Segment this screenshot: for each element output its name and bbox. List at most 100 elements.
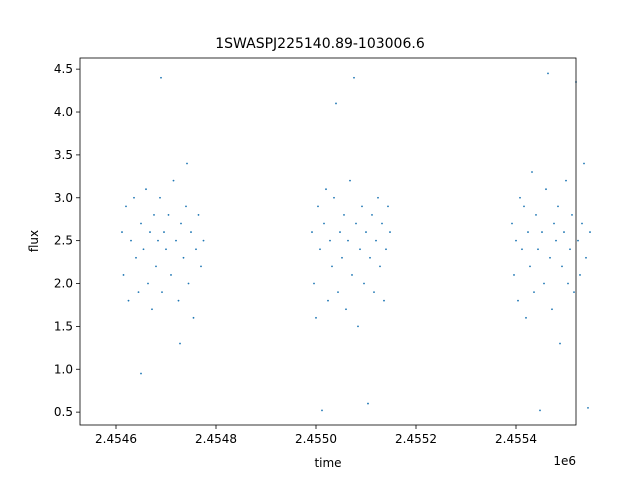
x-axis-label: time [314,456,341,470]
point [553,222,555,225]
point [523,205,525,208]
point [137,291,140,293]
point [122,274,125,276]
point [533,291,535,293]
point [341,256,343,259]
y-tick-label: 1.0 [54,362,73,376]
point [383,299,385,302]
point [331,265,333,268]
point [182,256,185,259]
point [359,248,361,251]
point [541,231,543,233]
point [327,299,329,302]
point [561,265,563,268]
point [515,239,517,242]
point [153,214,155,216]
point [369,256,371,259]
point [371,214,373,216]
x-tick-label: 2.4550 [295,432,337,446]
point [531,171,533,173]
point [147,282,149,285]
point [519,196,521,199]
y-tick-label: 4.5 [54,62,73,76]
point [587,406,589,409]
point [175,239,177,242]
point [197,214,200,216]
chart-title: 1SWASPJ225140.89-103006.6 [215,36,425,52]
point [563,231,565,233]
y-tick-label: 3.5 [54,148,73,162]
point [317,205,319,208]
point [583,162,585,165]
point [179,342,181,345]
point [347,239,349,242]
point [165,248,167,251]
point [559,342,561,345]
point [157,239,159,242]
point [351,274,353,276]
point [333,196,335,199]
point [573,291,575,293]
point [513,274,515,276]
point [133,196,135,199]
point [535,214,537,216]
point [329,239,331,242]
point [160,76,162,79]
y-tick-label: 0.5 [54,405,73,419]
y-axis-label: flux [27,230,41,252]
point [381,222,383,225]
point [313,282,315,285]
point [525,316,527,319]
point [319,248,321,251]
point [551,308,553,311]
point [567,282,569,285]
x-tick-label: 2.4548 [195,432,237,446]
point [142,248,145,251]
x-tick-label: 2.4552 [395,432,437,446]
point [323,222,325,225]
point [373,291,375,293]
point [349,179,351,182]
point [521,248,523,251]
point [385,248,387,251]
point [527,231,529,233]
point [577,239,579,242]
point [155,265,157,268]
x-tick-label: 2.4554 [495,432,537,446]
point [557,205,559,208]
point [200,265,202,268]
point [192,316,195,319]
point [140,372,142,375]
point [167,214,170,216]
point [172,179,175,182]
point [529,265,531,268]
point [315,316,317,319]
point [321,409,323,412]
point [149,231,151,233]
point [187,282,190,285]
point [537,248,539,251]
point [345,308,347,311]
point [121,231,123,233]
point [180,222,182,225]
point [517,299,519,302]
point [130,239,132,242]
point [543,282,545,285]
point [375,239,377,242]
point [555,239,557,242]
point [337,291,339,293]
point [361,205,363,208]
plot-frame [79,57,577,426]
point [539,409,541,412]
point [589,231,591,233]
point [367,402,369,405]
point [185,205,187,208]
point [569,248,571,251]
point [163,231,165,233]
x-offset-label: 1e6 [553,454,576,468]
point [387,205,389,208]
point [170,274,172,276]
point [389,231,391,233]
